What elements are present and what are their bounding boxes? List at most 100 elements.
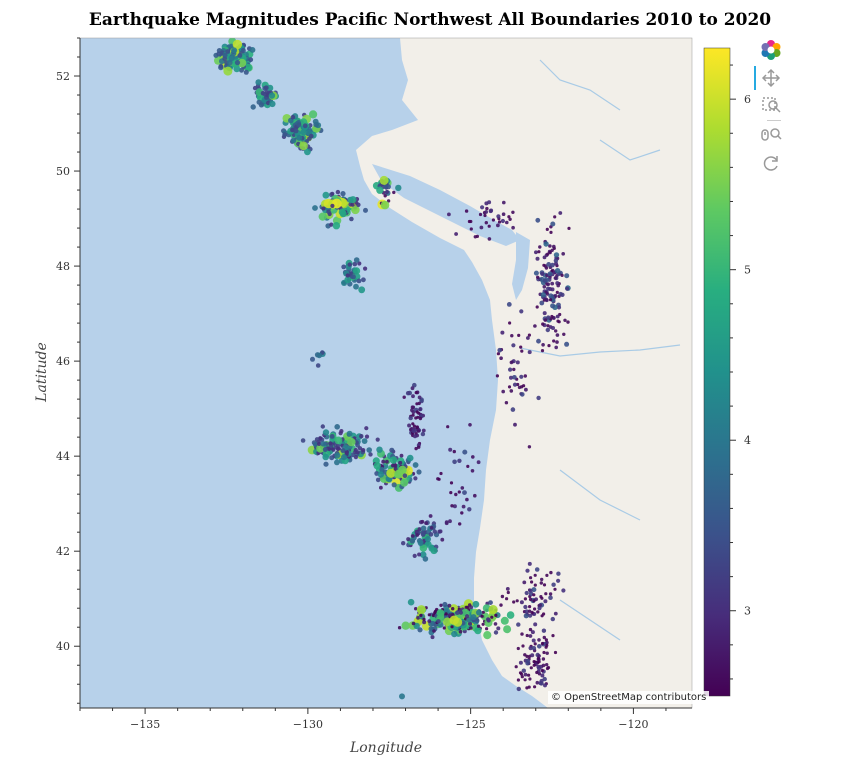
earthquake-point [484, 210, 488, 214]
earthquake-point [530, 630, 535, 635]
earthquake-point [560, 292, 565, 297]
earthquake-point [309, 133, 314, 139]
earthquake-point [407, 598, 415, 606]
earthquake-point [314, 437, 320, 442]
earthquake-point [470, 469, 475, 473]
earthquake-point [340, 448, 346, 453]
y-tick-label: 42 [56, 545, 70, 558]
earthquake-point [424, 521, 428, 525]
earthquake-point [528, 613, 533, 618]
earthquake-point [476, 624, 481, 628]
earthquake-point [353, 267, 361, 275]
earthquake-point [395, 184, 402, 192]
earthquake-point [265, 92, 270, 98]
earthquake-point [493, 622, 498, 626]
earthquake-point [397, 626, 402, 630]
bokeh-logo-button[interactable] [756, 36, 786, 64]
earthquake-point [376, 186, 384, 194]
earthquake-point [532, 663, 536, 667]
earthquake-point [312, 205, 318, 211]
plot-area[interactable] [80, 37, 692, 708]
earthquake-point [380, 200, 390, 210]
earthquake-point [546, 666, 551, 670]
earthquake-point [564, 273, 570, 279]
earthquake-point [536, 395, 541, 401]
earthquake-point [567, 226, 571, 230]
earthquake-point [530, 580, 534, 584]
earthquake-point [312, 118, 319, 125]
earthquake-point [490, 615, 494, 619]
box-zoom-tool-button[interactable] [756, 92, 786, 120]
earthquake-point [413, 434, 417, 439]
earthquake-point [322, 191, 330, 199]
earthquake-point [533, 324, 537, 328]
earthquake-point [538, 603, 543, 607]
earthquake-point [300, 438, 306, 443]
earthquake-point [541, 343, 545, 347]
earthquake-point [356, 278, 362, 284]
earthquake-point [466, 464, 470, 468]
earthquake-point [540, 668, 544, 673]
earthquake-point [452, 449, 456, 454]
earthquake-point [347, 262, 352, 267]
earthquake-point [350, 274, 356, 280]
wheel-zoom-tool-button[interactable] [756, 121, 786, 149]
earthquake-point [405, 391, 411, 396]
earthquake-point [391, 482, 397, 488]
earthquake-point [346, 430, 353, 437]
pan-tool-button[interactable] [754, 64, 786, 92]
reset-tool-button[interactable] [756, 149, 786, 177]
earthquake-point [545, 663, 549, 667]
earthquake-point [225, 49, 231, 54]
earthquake-point [497, 347, 503, 353]
earthquake-point [326, 209, 331, 214]
earthquake-point [546, 252, 550, 256]
earthquake-point [417, 395, 422, 400]
earthquake-point [240, 48, 246, 53]
earthquake-point [442, 626, 446, 630]
earthquake-point [533, 607, 537, 611]
earthquake-point [541, 322, 545, 326]
earthquake-point [361, 277, 366, 283]
earthquake-point [518, 671, 523, 675]
earthquake-point [554, 329, 558, 333]
earthquake-point [361, 448, 366, 453]
x-tick-label: −130 [293, 718, 323, 731]
earthquake-point [542, 583, 547, 587]
earthquake-point [511, 343, 516, 348]
earthquake-point [421, 428, 426, 433]
earthquake-point [554, 268, 561, 274]
earthquake-point [509, 389, 514, 393]
earthquake-point [243, 69, 249, 75]
earthquake-point [344, 450, 349, 455]
earthquake-point [416, 429, 421, 433]
earthquake-point [528, 627, 533, 632]
earthquake-point [414, 446, 418, 451]
earthquake-point [544, 266, 549, 270]
earthquake-point [402, 473, 408, 479]
earthquake-point [266, 84, 274, 92]
inland-channel [372, 164, 520, 246]
earthquake-point [525, 658, 531, 664]
earthquake-point [508, 367, 513, 372]
earthquake-point [340, 191, 346, 197]
earthquake-point [548, 250, 552, 255]
earthquake-point [320, 424, 325, 429]
earthquake-point [500, 218, 505, 224]
earthquake-point [228, 55, 235, 62]
earthquake-point [528, 634, 533, 638]
earthquake-point [519, 600, 524, 605]
bokeh-logo-icon [761, 40, 781, 60]
earthquake-point [410, 534, 415, 538]
earthquake-point [555, 314, 560, 319]
earthquake-point [440, 537, 445, 542]
earthquake-point [476, 460, 481, 465]
map-attribution[interactable]: © OpenStreetMap contributors [548, 691, 710, 704]
earthquake-point [499, 603, 503, 607]
earthquake-point [407, 423, 412, 428]
earthquake-point [556, 283, 560, 288]
wheel-zoom-icon [761, 128, 782, 141]
earthquake-point [483, 631, 492, 640]
earthquake-point [537, 660, 541, 664]
earthquake-point [448, 519, 452, 524]
